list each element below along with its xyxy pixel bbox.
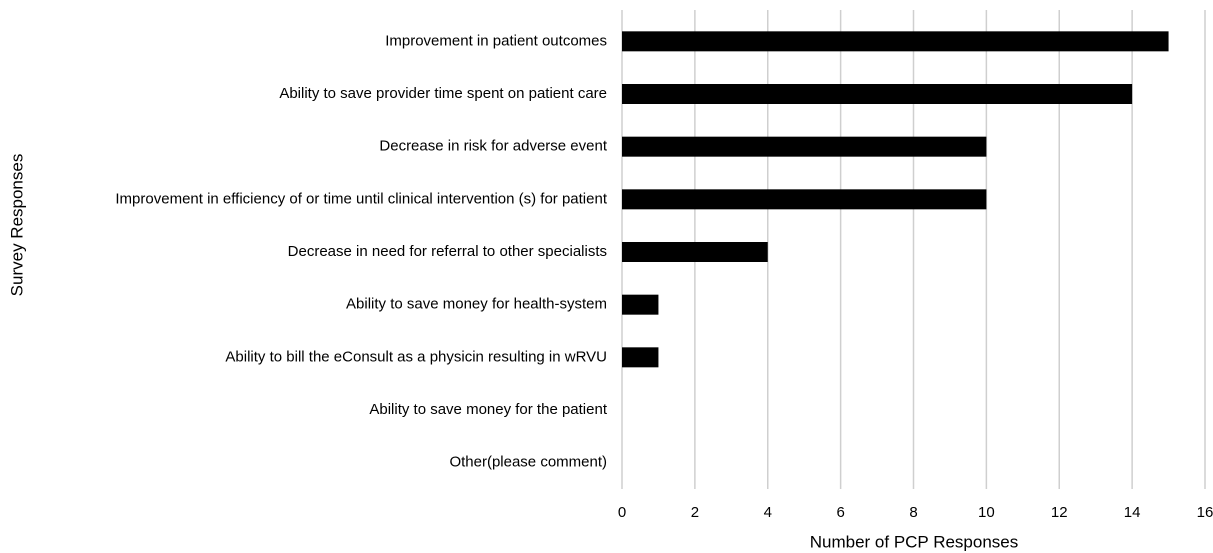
x-tick-label: 2: [691, 504, 699, 521]
bar: [622, 347, 659, 368]
bar: [622, 84, 1133, 104]
y-tick-label: Other(please comment): [449, 454, 607, 471]
y-tick-label: Improvement in patient outcomes: [385, 32, 607, 49]
y-tick-label: Decrease in risk for adverse event: [379, 138, 607, 155]
y-tick-label: Ability to bill the eConsult as a physic…: [225, 348, 607, 365]
x-tick-label: 6: [836, 504, 844, 521]
y-tick-label: Ability to save provider time spent on p…: [279, 85, 607, 102]
bar: [622, 136, 987, 157]
y-tick-label: Decrease in need for referral to other s…: [288, 243, 607, 260]
y-axis-title: Survey Responses: [7, 154, 26, 297]
bar: [622, 189, 987, 210]
x-tick-label: 0: [618, 504, 626, 521]
y-tick-label: Improvement in efficiency of or time unt…: [115, 190, 607, 207]
y-tick-label: Ability to save money for the patient: [369, 401, 607, 418]
y-tick-label: Ability to save money for health-system: [346, 296, 607, 313]
x-tick-label: 8: [909, 504, 917, 521]
x-tick-label: 12: [1051, 504, 1068, 521]
x-tick-label: 10: [978, 504, 995, 521]
bar: [622, 31, 1169, 52]
x-tick-label: 14: [1124, 504, 1141, 521]
x-tick-label: 4: [764, 504, 772, 521]
x-axis-title: Number of PCP Responses: [810, 532, 1019, 551]
bar: [622, 242, 768, 262]
bar: [622, 294, 659, 315]
x-tick-label: 16: [1197, 504, 1213, 521]
